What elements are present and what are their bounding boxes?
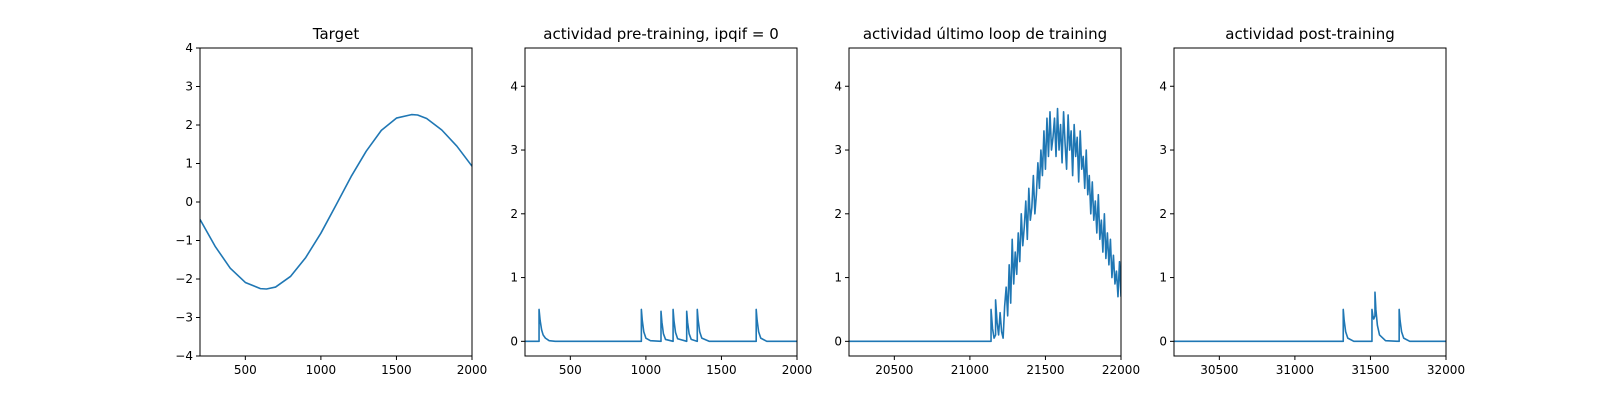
y-tick-label: −2: [175, 272, 193, 286]
y-tick-label: 1: [834, 271, 842, 285]
x-tick-label: 20500: [875, 363, 913, 377]
y-tick-label: 4: [510, 79, 518, 93]
x-tick-label: 2000: [782, 363, 813, 377]
x-tick-label: 1500: [706, 363, 737, 377]
axes-frame: [848, 47, 1122, 357]
y-tick-label: 3: [185, 80, 193, 94]
x-tick-label: 32000: [1427, 363, 1465, 377]
x-tick-label: 1000: [631, 363, 662, 377]
y-tick-label: 2: [1159, 207, 1167, 221]
axes-frame: [199, 47, 473, 357]
x-tick-label: 22000: [1102, 363, 1140, 377]
y-tick-label: 1: [185, 157, 193, 171]
subplot-title: Target: [312, 25, 360, 43]
subplot-1: Target 500 1000 1500 2000 −4 −3 −2 −1 0 1 2 3 4: [175, 25, 487, 377]
x-tick-label: 21500: [1026, 363, 1064, 377]
x-tick-label: 2000: [457, 363, 488, 377]
y-tick-label: 0: [834, 334, 842, 348]
y-tick-label: 1: [1159, 271, 1167, 285]
axes-frame: [1173, 47, 1447, 357]
y-tick-label: 3: [834, 143, 842, 157]
y-tick-label: 0: [1159, 334, 1167, 348]
series-line-target: [200, 113, 472, 290]
y-tick-label: 2: [834, 207, 842, 221]
y-tick-label: 0: [510, 334, 518, 348]
subplot-title: actividad pre-training, ipqif = 0: [543, 25, 779, 43]
x-tick-label: 31000: [1276, 363, 1314, 377]
x-tick-label: 500: [234, 363, 257, 377]
subplot-2: actividad pre-training, ipqif = 0 500 1000…: [510, 25, 812, 377]
y-tick-label: 4: [185, 41, 193, 55]
x-tick-label: 30500: [1200, 363, 1238, 377]
y-tick-label: 2: [185, 118, 193, 132]
y-tick-label: 4: [1159, 79, 1167, 93]
x-tick-label: 1000: [306, 363, 337, 377]
x-tick-label: 21000: [951, 363, 989, 377]
y-tick-label: 0: [185, 195, 193, 209]
x-tick-label: 500: [559, 363, 582, 377]
y-tick-label: 1: [510, 271, 518, 285]
series-line-activity: [849, 107, 1121, 343]
subplot-title: actividad post-training: [1225, 25, 1394, 43]
series-line-activity: [525, 308, 797, 343]
x-tick-label: 31500: [1351, 363, 1389, 377]
y-tick-label: −4: [175, 349, 193, 363]
y-tick-label: 2: [510, 207, 518, 221]
x-tick-label: 1500: [381, 363, 412, 377]
y-tick-label: 3: [510, 143, 518, 157]
subplot-title: actividad último loop de training: [863, 25, 1107, 43]
y-tick-label: 3: [1159, 143, 1167, 157]
series-line-activity: [1174, 291, 1446, 343]
y-tick-label: −1: [175, 234, 193, 248]
y-tick-label: 4: [834, 79, 842, 93]
axes-frame: [524, 47, 798, 357]
y-tick-label: −3: [175, 311, 193, 325]
